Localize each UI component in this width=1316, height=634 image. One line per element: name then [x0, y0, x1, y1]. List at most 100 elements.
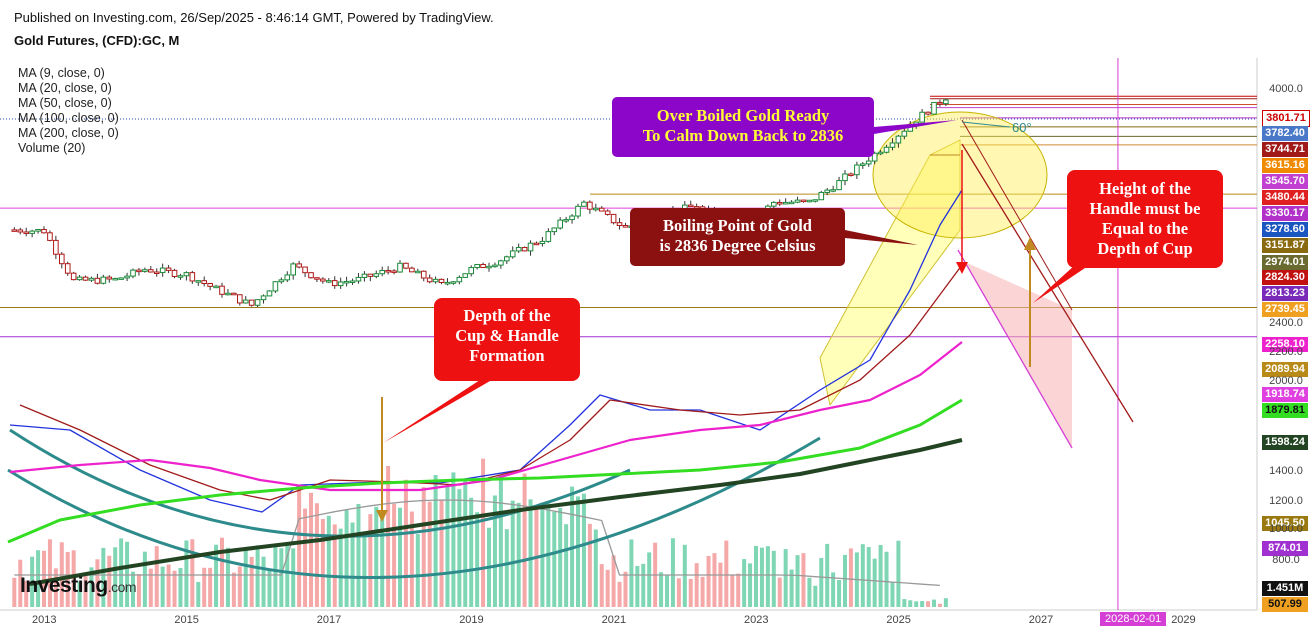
- price-label: 3782.40: [1262, 126, 1308, 141]
- candle-body: [391, 270, 397, 273]
- candle-body: [539, 240, 546, 245]
- callout-line: Cup & Handle: [455, 326, 559, 345]
- price-label: 3480.44: [1262, 190, 1308, 205]
- volume-bar: [220, 537, 224, 607]
- candle-body: [569, 215, 575, 221]
- volume-bar: [101, 547, 106, 607]
- volume-bar: [119, 538, 124, 607]
- volume-bar: [920, 601, 925, 607]
- volume-bar: [255, 545, 260, 607]
- indicator-legend[interactable]: MA (9, close, 0) MA (20, close, 0) MA (50,…: [18, 66, 119, 156]
- volume-bar: [700, 576, 705, 607]
- callout-line: Height of the: [1099, 179, 1191, 198]
- price-tick: 1200.0: [1269, 495, 1303, 507]
- volume-bar: [475, 512, 480, 607]
- volume-bar: [665, 575, 669, 607]
- price-tick: 2400.0: [1269, 317, 1303, 329]
- volume-bar: [593, 529, 598, 607]
- time-tick: 2029: [1171, 614, 1196, 626]
- volume-bar: [415, 534, 420, 607]
- volume-bar: [136, 574, 141, 607]
- candle-body: [533, 242, 540, 246]
- volume-bar: [872, 558, 877, 607]
- candle-body: [290, 263, 296, 276]
- volume-bar: [884, 551, 889, 607]
- volume-bar: [309, 492, 313, 607]
- volume-bar: [937, 603, 942, 607]
- instrument-title[interactable]: Gold Futures, (CFD):GC, M: [14, 33, 180, 48]
- volume-bar: [581, 493, 586, 607]
- candle-body: [420, 270, 427, 279]
- indicator-item[interactable]: MA (20, close, 0): [18, 81, 112, 95]
- candle-body: [426, 277, 433, 283]
- volume-ma-line: [14, 499, 940, 587]
- candle-body: [919, 111, 925, 123]
- rising-channel: [819, 139, 961, 407]
- volume-bar: [184, 540, 189, 607]
- volume-bar: [481, 458, 486, 607]
- volume-bar: [789, 569, 794, 607]
- candle-body: [219, 285, 225, 295]
- publish-info: Published on Investing.com, 26/Sep/2025 …: [14, 10, 494, 25]
- candle-body: [456, 276, 463, 283]
- candle-body: [278, 279, 285, 283]
- candle-body: [782, 201, 789, 205]
- indicator-item[interactable]: MA (50, close, 0): [18, 96, 112, 110]
- volume-bar: [71, 550, 76, 607]
- candle-body: [207, 283, 213, 287]
- price-label: 1045.50: [1262, 516, 1308, 531]
- candle-body: [397, 262, 403, 273]
- boiling-ellipse: [872, 111, 1048, 239]
- candle-body: [70, 272, 77, 281]
- volume-bar: [95, 559, 100, 607]
- volume-bar: [457, 489, 462, 607]
- volume-bar: [516, 502, 521, 607]
- volume-bar: [243, 550, 248, 607]
- volume-bar: [801, 553, 806, 607]
- candle-body: [604, 210, 611, 215]
- candle-body: [581, 201, 587, 207]
- volume-bar: [208, 567, 213, 607]
- candle-body: [23, 231, 29, 234]
- volume-bar: [617, 581, 622, 607]
- callout-cup-depth: Depth of the Cup & Handle Formation: [434, 298, 580, 381]
- indicator-item[interactable]: MA (100, close, 0): [18, 111, 119, 125]
- candle-body: [492, 264, 498, 268]
- candle-body: [593, 207, 599, 211]
- candle-body: [622, 224, 629, 228]
- volume-bar: [629, 539, 634, 607]
- price-label: 2258.10: [1262, 337, 1308, 352]
- volume-bar: [202, 567, 207, 607]
- candle-body: [545, 231, 552, 242]
- volume-bar: [659, 572, 664, 607]
- callout-boiling-point: Boiling Point of Gold is 2836 Degree Cels…: [630, 208, 845, 266]
- volume-bar: [380, 514, 385, 607]
- volume-bar: [943, 598, 948, 607]
- volume-bars: [12, 458, 948, 607]
- indicator-item[interactable]: MA (9, close, 0): [18, 66, 105, 80]
- volume-bar: [831, 572, 836, 607]
- indicator-item[interactable]: Volume (20): [18, 141, 86, 155]
- volume-bar: [267, 568, 272, 607]
- candle-body: [616, 222, 623, 226]
- volume-bar: [765, 546, 770, 607]
- candle-body: [94, 277, 101, 284]
- indicator-item[interactable]: MA (200, close, 0): [18, 126, 119, 140]
- ma200-line: [29, 438, 963, 586]
- volume-bar: [433, 475, 438, 607]
- candle-body: [415, 270, 421, 274]
- candle-body: [480, 263, 486, 269]
- ma100-line: [7, 398, 963, 544]
- candle-body: [776, 201, 783, 205]
- candle-body: [527, 242, 534, 252]
- volume-bar: [113, 547, 118, 607]
- volume-bar: [730, 574, 735, 607]
- time-tick: 2015: [174, 614, 199, 626]
- candle-body: [248, 299, 255, 306]
- price-label: 507.99: [1262, 597, 1308, 612]
- volume-bar: [172, 570, 177, 607]
- candle-body: [842, 173, 848, 182]
- candle-body: [88, 277, 95, 281]
- candle-body: [432, 278, 439, 283]
